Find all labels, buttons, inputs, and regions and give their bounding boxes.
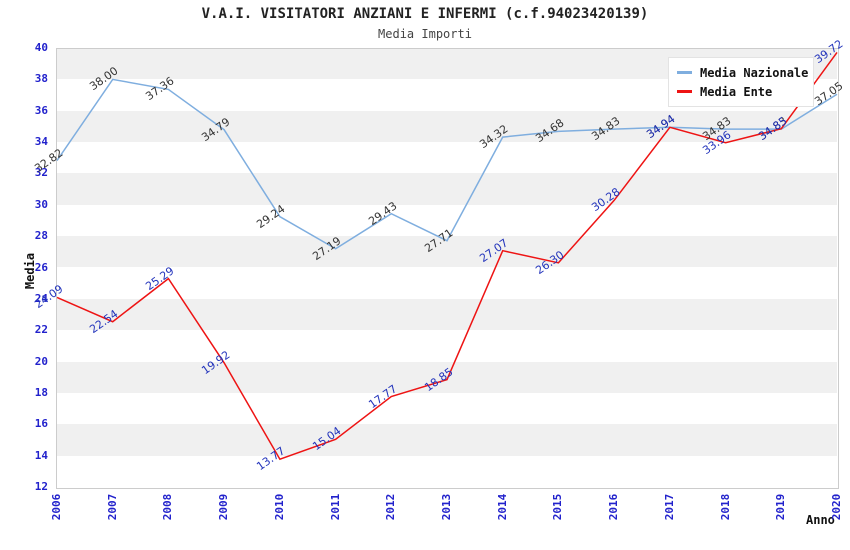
gridline-band (56, 424, 837, 456)
gridline-band (56, 236, 837, 268)
y-tick-label: 14 (34, 448, 48, 462)
y-tick-label: 24 (34, 291, 48, 305)
y-tick-label: 32 (34, 166, 48, 180)
legend: Media Nazionale Media Ente (668, 57, 814, 107)
y-tick-label: 28 (34, 229, 48, 243)
y-tick-label: 18 (34, 385, 48, 399)
y-tick-label: 20 (34, 354, 48, 368)
plot-frame (56, 48, 839, 489)
gridline-band (56, 361, 837, 393)
y-tick-label: 12 (34, 480, 48, 493)
gridline-band (56, 173, 837, 205)
y-tick-label: 22 (34, 323, 48, 337)
media-ente-line (56, 51, 838, 461)
gridline-band (56, 298, 837, 331)
media-nazionale-line (56, 78, 838, 250)
blue-line-swatch-icon (677, 71, 692, 74)
y-tick-label: 38 (34, 72, 48, 86)
chart-title: V.A.I. VISITATORI ANZIANI E INFERMI (c.f… (201, 6, 649, 22)
y-tick-label: 36 (34, 103, 48, 117)
x-axis-title: Anno (806, 513, 835, 527)
chart-subtitle: Media Importi (378, 27, 472, 41)
legend-item-media-ente: Media Ente (677, 82, 805, 101)
y-tick-label: 40 (34, 41, 48, 54)
legend-item-media-nazionale: Media Nazionale (677, 63, 809, 82)
red-line-swatch-icon (677, 90, 692, 93)
legend-label-media-ente: Media Ente (700, 84, 773, 99)
y-tick-label: 26 (34, 260, 48, 274)
y-tick-label: 16 (34, 417, 48, 431)
y-tick-label: 34 (34, 135, 48, 149)
y-tick-label: 30 (34, 197, 48, 211)
legend-label-media-nazionale: Media Nazionale (700, 65, 809, 80)
